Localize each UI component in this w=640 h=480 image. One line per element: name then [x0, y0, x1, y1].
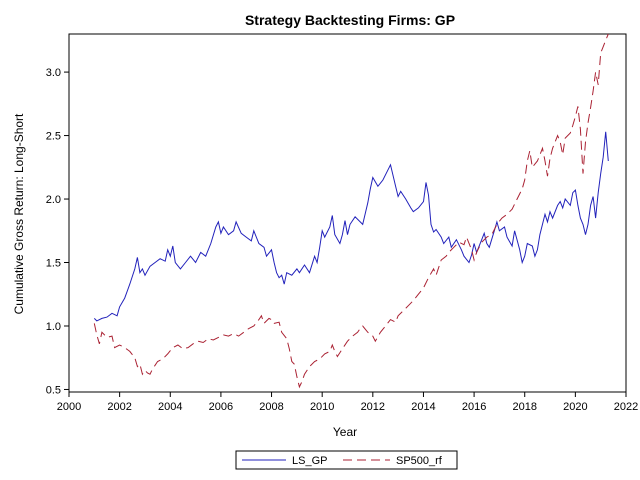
x-tick-label: 2010 [310, 401, 334, 413]
series-line-sp500-rf [93, 33, 609, 389]
legend: LS_GP SP500_rf [235, 450, 458, 470]
series-layer [93, 33, 609, 389]
y-tick-label: 1.5 [46, 258, 61, 270]
x-axis: 2000 2002 2004 2006 2008 2010 2012 2014 2016 2018… [57, 392, 638, 413]
y-tick-label: 0.5 [46, 384, 61, 396]
legend-box [235, 450, 458, 470]
x-tick-label: 2008 [259, 401, 283, 413]
y-tick-label: 1.0 [46, 321, 61, 333]
x-tick-label: 2012 [361, 401, 385, 413]
y-tick-label: 3.0 [46, 67, 61, 79]
x-tick-label: 2016 [462, 401, 486, 413]
y-tick-label: 2.5 [46, 131, 61, 143]
chart-title: Strategy Backtesting Firms: GP [245, 12, 455, 28]
x-tick-label: 2020 [563, 401, 587, 413]
plot-area [68, 33, 627, 393]
x-tick-label: 2006 [209, 401, 233, 413]
x-tick-label: 2004 [158, 401, 182, 413]
x-tick-label: 2018 [512, 401, 536, 413]
x-tick-label: 2002 [107, 401, 131, 413]
series-line-ls-gp [93, 131, 609, 322]
y-axis: 0.5 1.0 1.5 2.0 2.5 3.0 [46, 67, 69, 396]
y-axis-title: Cumulative Gross Return: Long-Short [12, 113, 26, 314]
x-tick-label: 2022 [614, 401, 638, 413]
y-tick-label: 2.0 [46, 194, 61, 206]
legend-label-sp500-rf: SP500_rf [396, 455, 443, 467]
x-tick-label: 2000 [57, 401, 81, 413]
x-tick-label: 2014 [411, 401, 435, 413]
legend-label-ls-gp: LS_GP [292, 455, 327, 467]
x-axis-title: Year [333, 425, 357, 439]
